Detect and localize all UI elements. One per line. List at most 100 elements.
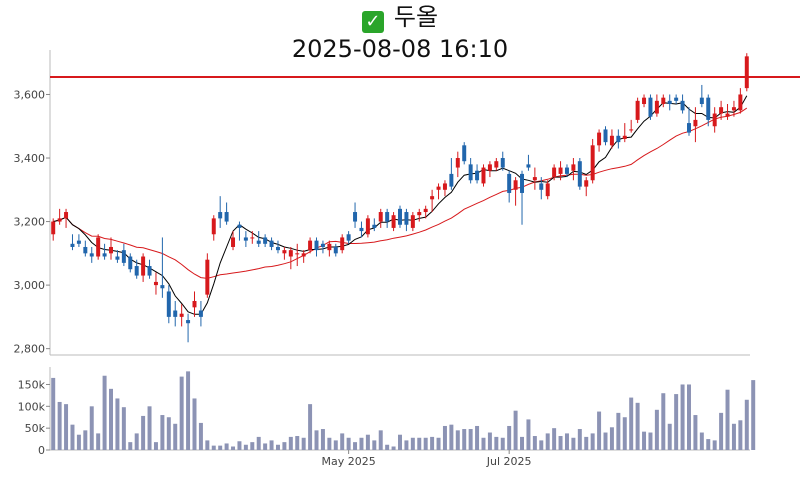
volume-bar (629, 397, 634, 450)
volume-bar (725, 389, 730, 450)
volume-bar (372, 440, 377, 450)
price-tick-label: 3,600 (14, 88, 46, 101)
volume-bar (282, 442, 287, 450)
volume-bar (590, 433, 595, 450)
volume-bar (719, 412, 724, 450)
candle-body (263, 237, 268, 244)
volume-bar (475, 425, 480, 450)
candle-body (455, 158, 460, 168)
candle-body (224, 212, 229, 222)
candle-body (243, 237, 248, 241)
check-icon: ✓ (361, 11, 384, 33)
volume-bar (102, 375, 107, 450)
candle-body (725, 113, 730, 117)
candle-body (128, 256, 133, 270)
volume-bar (179, 376, 184, 450)
candle-body (642, 97, 647, 105)
price-tick-label: 3,000 (14, 279, 46, 292)
volume-bar (96, 433, 101, 450)
candle-body (378, 212, 383, 222)
volume-bar (410, 437, 415, 450)
volume-bar (121, 407, 126, 450)
candle-body (744, 56, 749, 89)
volume-bar (275, 444, 280, 450)
candle-body (211, 218, 216, 235)
volume-bar (237, 441, 242, 450)
candle-body (391, 215, 396, 228)
volume-bar (558, 436, 563, 450)
volume-bar (147, 406, 152, 450)
chart-datetime: 2025-08-08 16:10 (291, 35, 509, 63)
volume-bar (109, 388, 113, 450)
candle-body (719, 107, 724, 114)
candle-body (102, 253, 107, 257)
price-tick-label: 3,400 (14, 152, 46, 165)
candle-body (693, 119, 698, 127)
candle-body (635, 100, 640, 120)
volume-bar (731, 423, 736, 450)
candle-body (417, 212, 422, 216)
volume-bar (520, 436, 525, 450)
volume-bar (308, 404, 313, 450)
volume-bar (674, 394, 679, 450)
volume-bar (487, 432, 492, 450)
volume-bar (346, 437, 351, 450)
candle-body (513, 180, 518, 190)
candle-body (410, 215, 415, 228)
volume-bar (166, 417, 171, 450)
candle-body (83, 246, 88, 254)
volume-bar (160, 415, 165, 450)
candle-body (731, 107, 736, 111)
volume-bar (76, 434, 81, 450)
candle-body (629, 129, 634, 131)
candle-body (487, 164, 492, 171)
volume-bar (661, 393, 666, 450)
volume-bar (500, 437, 505, 450)
candle-body (385, 212, 390, 222)
volume-bar (134, 433, 139, 450)
candle-body (205, 259, 210, 295)
candle-body (314, 240, 319, 251)
candle-body (507, 173, 512, 193)
candle-body (667, 100, 672, 105)
candle-body (609, 135, 614, 146)
volume-bar (192, 398, 197, 450)
candle-body (153, 281, 158, 286)
volume-bar (436, 437, 441, 450)
candle-body (275, 246, 280, 251)
volume-bar (423, 437, 428, 450)
volume-bar (320, 429, 325, 450)
volume-bar (314, 430, 319, 450)
volume-bar (205, 440, 210, 450)
candle-body (532, 177, 537, 181)
volume-bar (712, 440, 717, 450)
candle-body (64, 212, 69, 219)
candle-body (552, 167, 557, 178)
candle-body (70, 243, 75, 247)
volume-bar (327, 437, 332, 450)
candle-body (545, 183, 550, 197)
candle-body (269, 240, 274, 247)
candle-body (539, 183, 544, 190)
volume-bar (333, 440, 338, 450)
volume-bar (744, 399, 749, 450)
candle-body (687, 123, 691, 133)
volume-bar (70, 424, 75, 450)
volume-bar (89, 406, 94, 450)
volume-bar (128, 442, 133, 450)
volume-bar (751, 380, 756, 450)
volume-bar (699, 432, 704, 450)
price-tick-label: 2,800 (14, 343, 46, 356)
candle-body (436, 186, 441, 190)
candle-body (231, 237, 236, 247)
volume-bar (597, 411, 602, 450)
volume-bar (430, 436, 435, 450)
volume-bar (455, 430, 460, 450)
candle-body (173, 310, 178, 317)
candle-body (442, 183, 447, 190)
volume-bar (243, 444, 248, 450)
candle-body (121, 250, 126, 263)
volume-bar (378, 430, 383, 450)
candle-body (590, 145, 595, 181)
